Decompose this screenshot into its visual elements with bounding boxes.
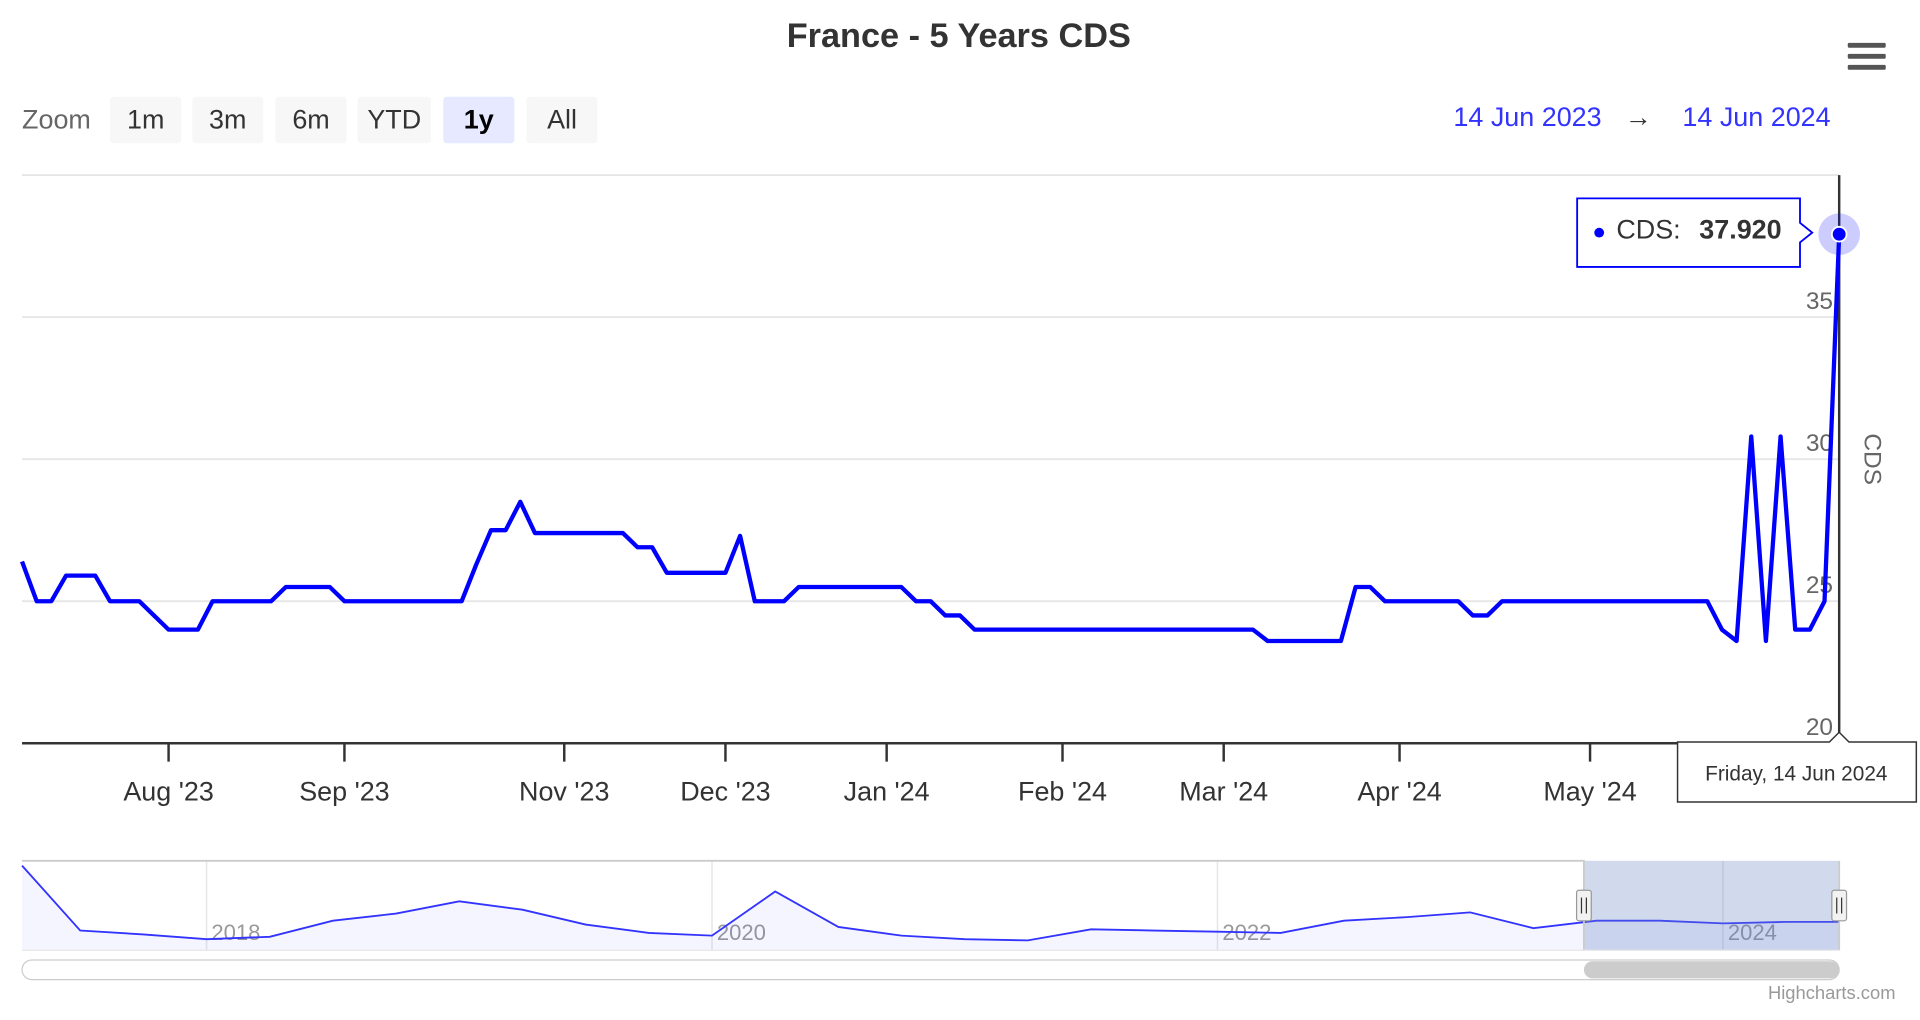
- tooltip-bullet: [1594, 227, 1605, 238]
- menu-button[interactable]: [1844, 36, 1889, 76]
- zoom-button-label[interactable]: 6m: [292, 104, 329, 134]
- range-to[interactable]: 14 Jun 2024: [1682, 102, 1830, 132]
- navigator-selection[interactable]: [1583, 860, 1840, 951]
- zoom-button-label[interactable]: 1y: [464, 104, 494, 134]
- navigator-tick-label: 2024: [1728, 920, 1777, 945]
- navigator-handle[interactable]: [1575, 889, 1592, 922]
- date-tooltip-box: [1676, 731, 1918, 803]
- y-tick-label: 20: [1806, 714, 1833, 741]
- tooltip-box: [1576, 197, 1814, 268]
- zoom-button[interactable]: [275, 96, 347, 144]
- navigator-tick-label: 2020: [717, 920, 766, 945]
- menu-line: [1847, 64, 1886, 70]
- navigator-bg: [22, 860, 1840, 951]
- range-arrow: →: [1625, 102, 1652, 132]
- zoom-button[interactable]: [110, 96, 182, 144]
- x-tick-label: Jan '24: [844, 777, 930, 807]
- scrollbar-track[interactable]: [21, 959, 1840, 981]
- series-line: [20, 234, 1842, 644]
- scrollbar-thumb[interactable]: [1583, 961, 1840, 979]
- x-tick-label: Sep '23: [299, 777, 389, 807]
- tooltip-value: 37.920: [1699, 215, 1781, 245]
- navigator-area: [22, 865, 1840, 951]
- x-tick-label: Aug '23: [123, 777, 213, 807]
- x-tick-label: Dec '23: [680, 777, 770, 807]
- tooltip-label: CDS:: [1616, 215, 1680, 245]
- x-tick-label: Nov '23: [519, 777, 609, 807]
- zoom-button-label[interactable]: YTD: [367, 104, 421, 134]
- navigator-tick-label: 2018: [211, 920, 260, 945]
- x-tick-label: Feb '24: [1018, 777, 1107, 807]
- chart-title: France - 5 Years CDS: [787, 17, 1131, 55]
- zoom-label: Zoom: [22, 104, 91, 134]
- menu-line: [1847, 42, 1886, 48]
- y-axis-title: CDS: [1859, 433, 1886, 485]
- range-from[interactable]: 14 Jun 2023: [1453, 102, 1601, 132]
- zoom-button-label[interactable]: 3m: [209, 104, 246, 134]
- y-tick-label: 25: [1806, 572, 1833, 599]
- date-tooltip: Friday, 14 Jun 2024: [1705, 763, 1887, 786]
- zoom-button[interactable]: [526, 96, 598, 144]
- zoom-button[interactable]: [192, 96, 264, 144]
- navigator-handle[interactable]: [1831, 889, 1848, 922]
- zoom-button[interactable]: [443, 96, 515, 144]
- zoom-button-label[interactable]: All: [547, 104, 577, 134]
- hover-point: [1830, 225, 1848, 243]
- x-tick-label: May '24: [1543, 777, 1636, 807]
- navigator-line: [21, 864, 1840, 942]
- zoom-button[interactable]: [357, 96, 432, 144]
- x-tick-label: Mar '24: [1179, 777, 1268, 807]
- credits[interactable]: Highcharts.com: [1768, 982, 1896, 1003]
- zoom-button-label[interactable]: 1m: [127, 104, 164, 134]
- menu-line: [1847, 53, 1886, 59]
- x-tick-label: Apr '24: [1357, 777, 1441, 807]
- y-tick-label: 35: [1806, 288, 1833, 315]
